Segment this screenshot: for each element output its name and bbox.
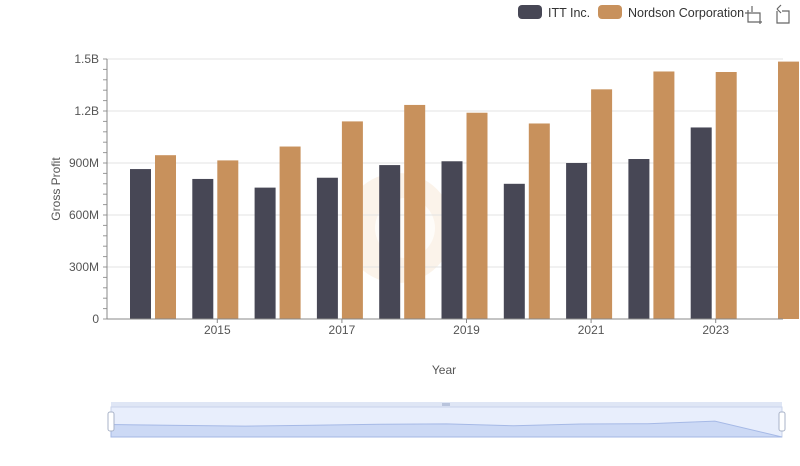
axes: 0 300M 600M 900M 1.2B 1.5B 2015 2017 2019 2021 202…: [69, 52, 783, 337]
y-tick-label: 900M: [69, 156, 99, 170]
y-tick-label: 600M: [69, 208, 99, 222]
legend-label: ITT Inc.: [548, 6, 590, 20]
x-axis-title: Year: [432, 363, 456, 377]
bar-itt-2022[interactable]: [628, 159, 650, 319]
bar-nordson-2016[interactable]: [279, 146, 301, 319]
bar-itt-2017[interactable]: [316, 177, 338, 319]
x-tick-label: 2023: [702, 323, 729, 337]
bar-nordson-2015[interactable]: [217, 160, 239, 319]
slider-left-handle[interactable]: [107, 411, 115, 432]
x-tick-label: 2017: [329, 323, 356, 337]
zoom-select-icon[interactable]: [745, 6, 762, 24]
bar-nordson-2017[interactable]: [341, 121, 363, 320]
bar-nordson-2024[interactable]: [778, 61, 799, 319]
slider-drag-handle[interactable]: [442, 403, 450, 406]
bar-itt-2014[interactable]: [130, 169, 151, 319]
bar-itt-2020[interactable]: [503, 183, 525, 319]
bar-nordson-2022[interactable]: [653, 71, 675, 319]
bar-itt-2018[interactable]: [379, 165, 401, 319]
slider-overview-area: [110, 420, 783, 438]
axis-titles: Year Gross Profit: [49, 157, 456, 377]
chart-toolbar: [745, 4, 790, 24]
x-tick-label: 2019: [453, 323, 480, 337]
bar-itt-2023[interactable]: [690, 127, 712, 319]
slider-right-handle[interactable]: [778, 411, 786, 432]
bar-nordson-2023[interactable]: [715, 72, 737, 319]
y-tick-label: 0: [92, 312, 99, 326]
legend-swatch: [598, 5, 622, 19]
legend: ITT Inc. Nordson Corporation: [518, 5, 744, 20]
y-axis-title: Gross Profit: [49, 157, 63, 221]
bar-nordson-2014[interactable]: [155, 155, 176, 319]
x-tick-label: 2015: [204, 323, 231, 337]
y-tick-label: 300M: [69, 260, 99, 274]
bar-nordson-2019[interactable]: [466, 112, 488, 319]
bars: [130, 61, 799, 320]
bar-itt-2019[interactable]: [441, 161, 463, 319]
range-slider[interactable]: [107, 402, 786, 438]
x-tick-label: 2021: [578, 323, 605, 337]
bar-nordson-2018[interactable]: [404, 104, 426, 319]
bar-itt-2021[interactable]: [566, 163, 588, 319]
zoom-reset-icon[interactable]: [776, 4, 790, 24]
y-tick-label: 1.2B: [74, 104, 99, 118]
bar-nordson-2021[interactable]: [591, 89, 613, 319]
legend-item[interactable]: ITT Inc.: [518, 5, 590, 20]
bar-nordson-2020[interactable]: [528, 123, 550, 319]
legend-label: Nordson Corporation: [628, 6, 744, 20]
bar-itt-2015[interactable]: [192, 178, 214, 319]
legend-item[interactable]: Nordson Corporation: [598, 5, 744, 20]
bar-itt-2016[interactable]: [254, 187, 276, 319]
legend-swatch: [518, 5, 542, 19]
y-tick-label: 1.5B: [74, 52, 99, 66]
